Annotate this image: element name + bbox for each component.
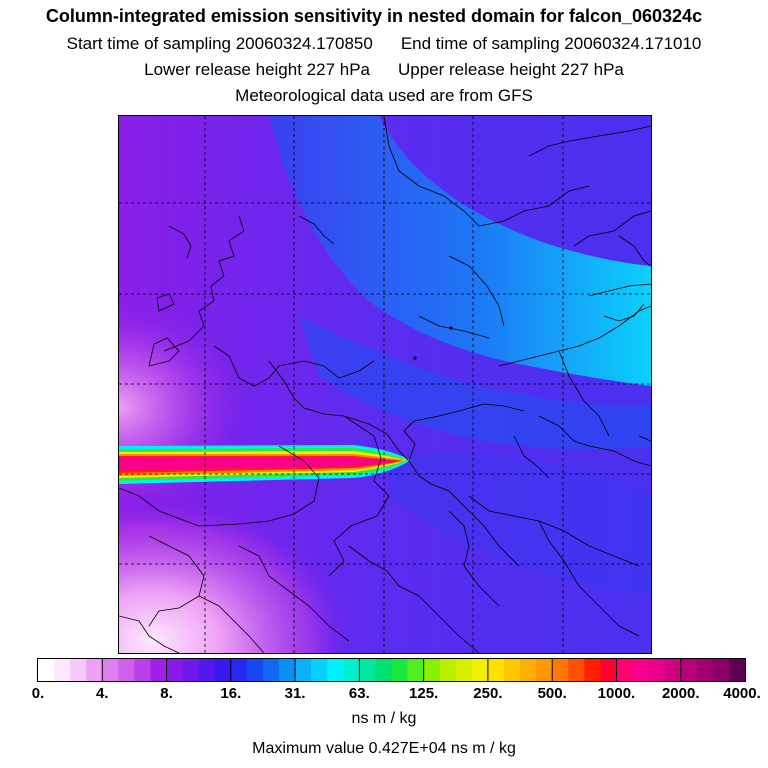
colorbar-label: 500.: [537, 685, 567, 702]
colorbar-swatch: [134, 659, 152, 681]
colorbar-swatch: [664, 659, 682, 681]
colorbar-swatch: [166, 659, 184, 681]
colorbar-label: 2000.: [661, 685, 700, 702]
colorbar-label: 63.: [348, 685, 370, 702]
colorbar-label: 8.: [160, 685, 173, 702]
colorbar-swatch: [54, 659, 71, 681]
colorbar-swatch: [632, 659, 650, 681]
colorbar-label: 250.: [473, 685, 503, 702]
colorbar-swatch: [102, 659, 119, 681]
colorbar-swatch: [423, 659, 441, 681]
colorbar-swatches: [38, 659, 746, 681]
plot-title: Column-integrated emission sensitivity i…: [45, 6, 703, 26]
colorbar-swatch: [230, 659, 248, 681]
upper-release-label: Upper release height 227 hPa: [398, 60, 624, 79]
upper-blue-band: [269, 116, 651, 386]
colorbar-swatch: [279, 659, 296, 681]
colorbar-swatch: [680, 659, 698, 681]
colorbar-swatch: [118, 659, 136, 681]
colorbar-swatch: [552, 659, 569, 681]
release-heights: Lower release height 227 hPa Upper releas…: [0, 60, 768, 80]
colorbar-swatch: [712, 659, 730, 681]
colorbar-swatch: [295, 659, 312, 681]
colorbar-swatch: [391, 659, 409, 681]
colorbar-swatch: [327, 659, 344, 681]
colorbar-swatch: [600, 659, 618, 681]
coastlines: [119, 116, 651, 653]
lower-release-label: Lower release height 227 hPa: [144, 60, 370, 79]
colorbar-swatch: [70, 659, 87, 681]
colorbar-label: 16.: [220, 685, 242, 702]
grid-lines: [119, 116, 651, 653]
colorbar-swatch: [182, 659, 200, 681]
colorbar-swatch: [696, 659, 714, 681]
start-time-label: Start time of sampling 20060324.170850: [66, 34, 373, 53]
colorbar-label: 4.: [96, 685, 109, 702]
colorbar: [37, 658, 746, 682]
colorbar-swatch: [262, 659, 280, 681]
plume-core: [119, 458, 399, 470]
colorbar-swatch: [86, 659, 103, 681]
colorbar-swatch: [38, 659, 55, 681]
colorbar-swatch: [311, 659, 328, 681]
colorbar-swatch: [536, 659, 553, 681]
sampling-times: Start time of sampling 20060324.170850 En…: [0, 34, 768, 54]
colorbar-swatch: [150, 659, 168, 681]
end-time-label: End time of sampling 20060324.171010: [400, 34, 702, 53]
colorbar-swatch: [728, 659, 746, 681]
colorbar-swatch: [471, 659, 489, 681]
colorbar-swatch: [375, 659, 393, 681]
colorbar-label: 125.: [409, 685, 439, 702]
location-marker: [413, 356, 417, 360]
colorbar-label: 31.: [284, 685, 306, 702]
colorbar-swatch: [503, 659, 521, 681]
colorbar-label: 4000.: [723, 685, 761, 702]
colorbar-swatch: [359, 659, 377, 681]
colorbar-swatch: [616, 659, 634, 681]
colorbar-swatch: [648, 659, 666, 681]
colorbar-label: 0.: [31, 685, 45, 702]
colorbar-swatch: [439, 659, 457, 681]
colorbar-swatch: [584, 659, 601, 681]
location-marker: [449, 326, 453, 330]
colorbar-units: ns m / kg: [351, 710, 417, 727]
colorbar-swatch: [407, 659, 425, 681]
emission-sensitivity-map: [118, 115, 652, 654]
colorbar-swatch: [198, 659, 216, 681]
met-data-label: Meteorological data used are from GFS: [235, 86, 533, 105]
colorbar-swatch: [520, 659, 537, 681]
colorbar-swatch: [568, 659, 585, 681]
colorbar-swatch: [487, 659, 505, 681]
colorbar-label: 1000.: [597, 685, 636, 702]
colorbar-swatch: [455, 659, 473, 681]
maximum-value-label: Maximum value 0.427E+04 ns m / kg: [252, 740, 516, 757]
colorbar-swatch: [246, 659, 264, 681]
lower-blue-region: [389, 452, 651, 596]
colorbar-swatch: [214, 659, 232, 681]
colorbar-swatch: [343, 659, 360, 681]
